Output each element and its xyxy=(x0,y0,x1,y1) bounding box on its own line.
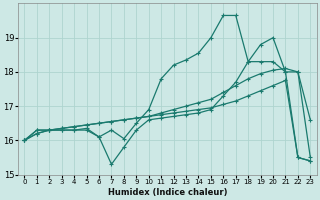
X-axis label: Humidex (Indice chaleur): Humidex (Indice chaleur) xyxy=(108,188,227,197)
